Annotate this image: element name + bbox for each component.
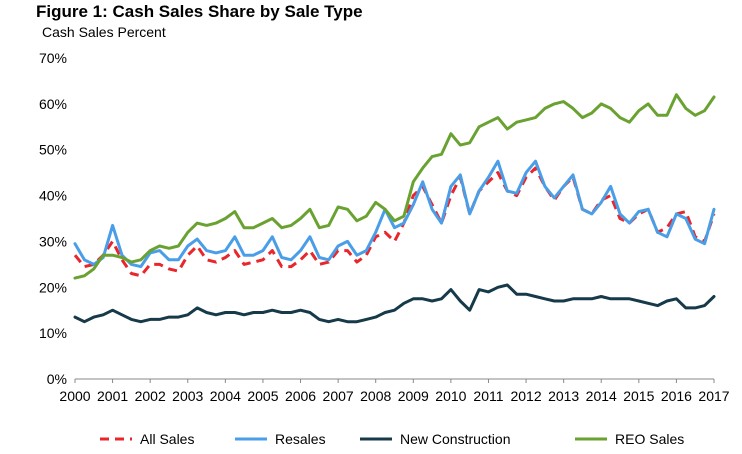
- x-tick-label: 2000: [59, 388, 90, 404]
- x-tick-label: 2016: [661, 388, 692, 404]
- chart-subtitle: Cash Sales Percent: [42, 24, 166, 40]
- y-tick-label: 70%: [39, 50, 67, 66]
- x-tick-label: 2004: [210, 388, 241, 404]
- legend: All Sales Resales New Construction REO Sale…: [100, 431, 684, 447]
- y-tick-label: 40%: [39, 188, 67, 204]
- y-tick-label: 60%: [39, 96, 67, 112]
- legend-label: REO Sales: [615, 431, 684, 447]
- series-line-reo-sales: [73, 93, 716, 280]
- chart-title: Figure 1: Cash Sales Share by Sale Type: [36, 2, 363, 21]
- x-tick-label: 2015: [623, 388, 654, 404]
- x-tick-label: 2005: [247, 388, 278, 404]
- x-tick-label: 2003: [172, 388, 203, 404]
- x-tick-label: 2009: [398, 388, 429, 404]
- y-axis-ticks: 0% 10% 20% 30% 40% 50% 60% 70%: [39, 50, 67, 387]
- x-tick-label: 2011: [473, 388, 503, 404]
- legend-label: All Sales: [140, 431, 194, 447]
- y-tick-label: 20%: [39, 279, 67, 295]
- y-tick-label: 30%: [39, 233, 67, 249]
- legend-label: Resales: [275, 431, 326, 447]
- x-tick-label: 2002: [135, 388, 166, 404]
- x-tick-label: 2006: [285, 388, 316, 404]
- series-line-new-construction: [73, 283, 716, 324]
- legend-label: New Construction: [400, 431, 511, 447]
- x-tick-label: 2014: [586, 388, 617, 404]
- x-tick-label: 2012: [510, 388, 541, 404]
- y-tick-label: 10%: [39, 325, 67, 341]
- x-tick-label: 2017: [698, 388, 729, 404]
- x-axis-ticks: 2000 2001 2002 2003 2004 2005 2006 2007 2008 2009…: [59, 379, 730, 404]
- x-tick-label: 2013: [548, 388, 579, 404]
- series-line-all-sales: [73, 166, 716, 278]
- series-lines: [73, 93, 716, 324]
- y-tick-label: 0%: [47, 371, 67, 387]
- x-tick-label: 2008: [360, 388, 391, 404]
- x-tick-label: 2010: [435, 388, 466, 404]
- series-line-resales: [73, 159, 716, 269]
- x-tick-label: 2007: [323, 388, 354, 404]
- y-tick-label: 50%: [39, 142, 67, 158]
- x-tick-label: 2001: [97, 388, 128, 404]
